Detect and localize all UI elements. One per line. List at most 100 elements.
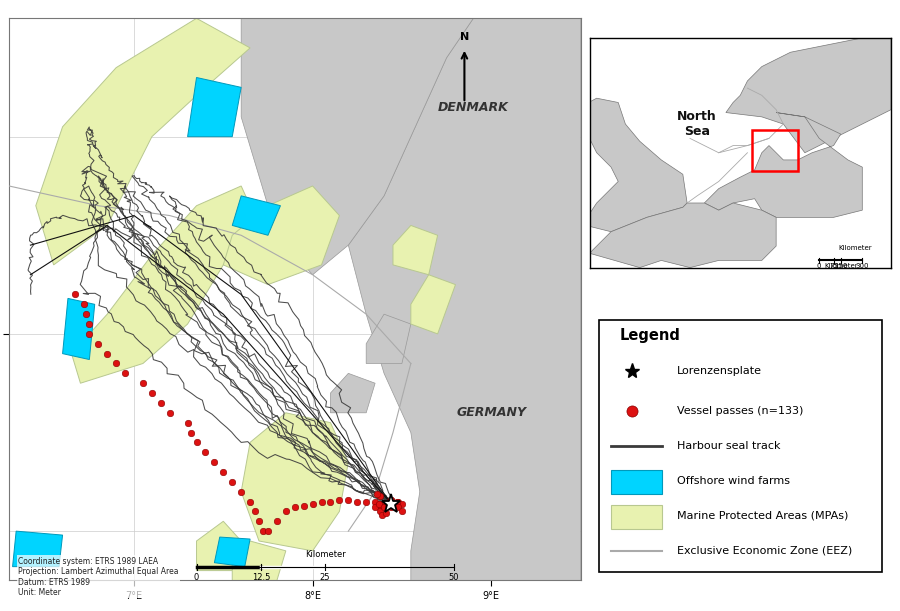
Text: Coordinate system: ETRS 1989 LAEA
Projection: Lambert Azimuthal Equal Area
Datum: Coordinate system: ETRS 1989 LAEA Projec… [18,557,178,597]
FancyBboxPatch shape [598,320,882,573]
Point [368,497,382,507]
Polygon shape [330,373,375,413]
Point [382,497,397,507]
Point [377,499,392,508]
Point [372,499,386,508]
Point [390,497,404,507]
Point [82,319,96,329]
Text: 0: 0 [194,573,199,582]
Point [368,503,382,513]
Point [314,497,328,507]
Point [225,477,239,487]
Point [381,499,395,508]
Text: Marine Protected Areas (MPAs): Marine Protected Areas (MPAs) [677,511,849,521]
Point [207,457,221,467]
Text: 25: 25 [320,573,330,582]
Point [392,503,406,513]
Point [270,516,284,526]
Point [350,497,365,507]
Polygon shape [13,531,63,566]
Text: GERMANY: GERMANY [456,406,526,419]
Point [381,499,395,508]
Text: Kilometer: Kilometer [305,550,346,558]
Point [305,499,320,508]
Point [359,497,374,507]
Bar [610,470,662,494]
Point [377,503,392,513]
Point [248,507,263,516]
Polygon shape [196,521,241,571]
Point [216,467,230,477]
Point [341,495,356,505]
Point [184,428,198,437]
Point [386,499,400,508]
Bar [610,505,662,529]
Polygon shape [575,98,687,232]
Point [388,500,402,510]
Polygon shape [232,541,286,580]
Text: Offshore wind farms: Offshore wind farms [677,476,790,486]
Point [374,491,388,500]
Point [296,500,310,510]
Polygon shape [241,413,348,551]
Text: 0: 0 [817,263,822,269]
Text: DENMARK: DENMARK [438,101,508,114]
Text: N: N [460,32,469,42]
Point [82,329,96,338]
Point [234,487,248,497]
Text: Kilometer: Kilometer [838,246,872,251]
Point [384,495,399,505]
Point [243,497,257,507]
Point [198,447,212,457]
Point [109,359,123,368]
Point [386,500,400,510]
Point [78,309,93,319]
Point [388,499,402,508]
Polygon shape [71,186,259,383]
Polygon shape [214,537,250,566]
Point [370,489,384,499]
Text: 300: 300 [856,263,869,269]
Text: North
Sea: North Sea [678,110,717,138]
Polygon shape [223,186,339,285]
Polygon shape [518,145,575,203]
Polygon shape [187,78,241,137]
Point [256,526,270,536]
Polygon shape [241,18,473,275]
Point [288,503,302,513]
Point [374,499,388,508]
Point [323,497,338,507]
Text: Exclusive Economic Zone (EEZ): Exclusive Economic Zone (EEZ) [677,546,852,556]
Point [252,516,266,526]
Text: 75: 75 [829,263,838,269]
Point [118,368,132,378]
Point [384,497,399,507]
Polygon shape [348,18,580,580]
Point [180,418,194,428]
Point [68,290,82,299]
Polygon shape [705,112,862,218]
Point [145,388,159,398]
Point [163,408,177,418]
Point [384,503,399,513]
Point [279,507,293,516]
Point [374,500,388,510]
Text: Kilometer: Kilometer [824,263,858,269]
Point [261,526,275,536]
Point [384,495,399,505]
Point [76,299,91,309]
Text: Lorenzensplate: Lorenzensplate [677,366,762,376]
Text: Vessel passes (n=133): Vessel passes (n=133) [677,406,804,416]
Polygon shape [393,225,437,275]
Polygon shape [726,38,891,153]
Point [375,510,390,520]
Point [384,500,399,510]
Text: 50: 50 [448,573,459,582]
Polygon shape [410,275,455,334]
Point [332,495,347,505]
Point [395,507,410,516]
Polygon shape [63,298,94,359]
Polygon shape [36,18,250,265]
Text: Harbour seal track: Harbour seal track [677,441,780,451]
Point [374,507,388,516]
